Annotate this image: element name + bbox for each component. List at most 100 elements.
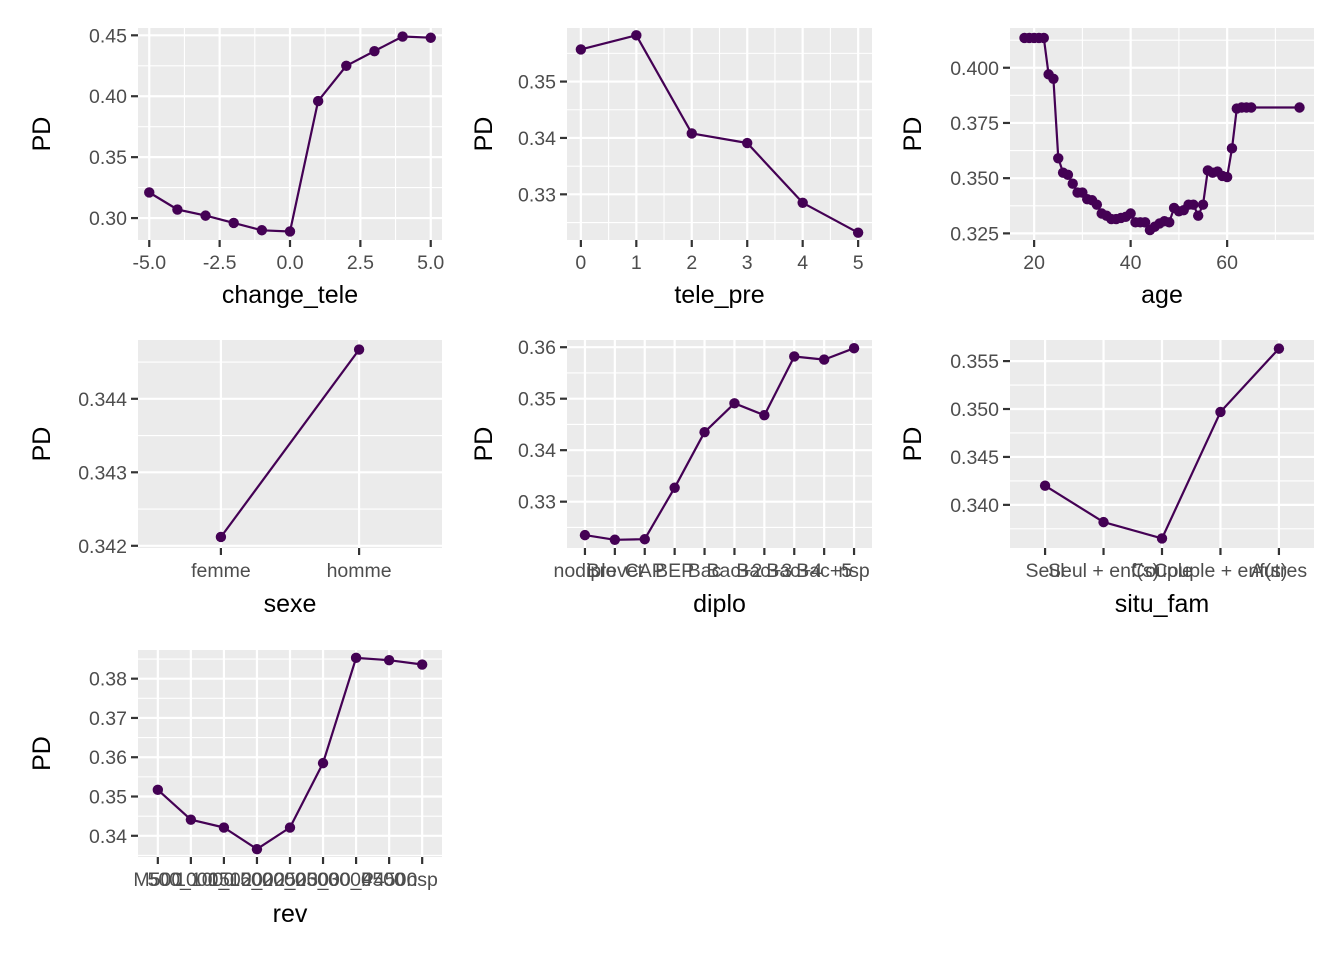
y-tick-label: 0.350	[950, 168, 999, 190]
x-tick-label: 60	[1216, 252, 1238, 274]
data-point	[1164, 217, 1175, 228]
chart-panel-diplo: nodiploBrevetCAPBEPBacBac+2Bac+3Bac+4Bac…	[470, 337, 872, 618]
x-tick-label: Bac+2	[707, 560, 763, 582]
y-tick-label: 0.35	[518, 72, 556, 94]
y-axis-title: PD	[470, 427, 498, 462]
data-point	[1246, 102, 1257, 113]
data-point	[1062, 169, 1074, 181]
data-point	[1188, 199, 1199, 210]
x-tick-label: P4500	[361, 869, 418, 891]
x-axis-title: change_tele	[222, 281, 358, 309]
chart-panel-age: 20 40 60 0.325 0.350 0.375 0.400 age PD	[899, 28, 1314, 309]
data-point	[579, 529, 591, 541]
data-point	[575, 44, 587, 55]
x-tick-label: 2.5	[347, 252, 374, 274]
data-point	[1156, 533, 1168, 544]
x-axis-title: sexe	[264, 590, 317, 618]
data-point	[818, 354, 830, 365]
data-point	[341, 60, 352, 71]
x-tick-label: Couple + enf(s)	[1154, 560, 1288, 582]
x-axis-title: tele_pre	[674, 281, 764, 309]
x-tick-label: Autres	[1251, 560, 1308, 582]
chart-panel-sexe: femme homme 0.342 0.343 0.344 sexe PD	[28, 340, 442, 618]
x-tick-label: nsp	[406, 869, 438, 891]
data-point	[686, 128, 697, 139]
x-tick-label: 20	[1023, 252, 1045, 274]
data-point	[1221, 171, 1233, 183]
chart-panel-tele_pre: 0 1 2 3 4 5 0.33 0.34 0.35 tele_pre PD	[470, 28, 872, 309]
x-tick-label: CAP	[625, 560, 665, 582]
series-line	[584, 347, 855, 541]
x-tick-label: BEP	[655, 560, 694, 582]
data-point	[152, 784, 164, 796]
y-axis-title: PD	[28, 117, 56, 152]
x-tick-label: -2.5	[203, 252, 237, 274]
data-point	[1098, 516, 1109, 528]
data-point	[789, 351, 800, 362]
x-tick-label: 2500_3000	[274, 869, 372, 891]
data-point	[1067, 178, 1078, 189]
data-point	[317, 757, 329, 769]
x-tick-label: 1	[631, 252, 642, 274]
y-tick-label: 0.35	[89, 147, 127, 169]
data-point	[251, 843, 263, 855]
data-point	[797, 197, 808, 208]
x-tick-label: Couple	[1131, 560, 1193, 582]
data-point	[284, 226, 296, 237]
data-point	[215, 531, 227, 543]
data-point	[228, 217, 239, 229]
y-tick-label: 0.45	[89, 25, 127, 47]
y-tick-label: 0.344	[78, 389, 127, 411]
data-point	[200, 210, 211, 221]
data-point	[1038, 32, 1049, 44]
x-axis-title: situ_fam	[1115, 590, 1209, 618]
data-point	[729, 398, 740, 409]
x-axis-title: diplo	[693, 590, 746, 618]
y-tick-label: 0.34	[518, 128, 556, 150]
x-tick-label: 3	[742, 252, 753, 274]
y-tick-label: 0.350	[950, 399, 999, 421]
x-tick-label: homme	[327, 560, 392, 582]
y-axis-title: PD	[470, 117, 498, 152]
y-tick-label: 0.345	[950, 447, 999, 469]
x-tick-label: 0	[575, 252, 586, 274]
x-tick-label: nsp	[838, 560, 870, 582]
chart-panel-rev: M500500_10001000_15001500_20002000_25002…	[28, 650, 442, 928]
panel-background	[567, 340, 872, 548]
x-tick-label: Brevet	[587, 560, 644, 582]
data-point	[1215, 406, 1226, 418]
data-point	[848, 343, 860, 354]
y-axis-title: PD	[899, 427, 927, 462]
y-tick-label: 0.36	[89, 747, 127, 769]
data-point	[256, 225, 268, 236]
data-point	[416, 659, 428, 670]
data-point	[383, 655, 395, 666]
chart-panel-change_tele: -5.0 -2.5 0.0 2.5 5.0 0.30 0.35 0.40 0.45 change_…	[28, 25, 444, 309]
data-point	[1048, 73, 1059, 84]
data-point	[669, 482, 680, 493]
y-tick-label: 0.355	[950, 351, 999, 373]
data-point	[425, 32, 436, 43]
x-tick-label: 5.0	[417, 252, 444, 274]
y-tick-label: 0.34	[89, 826, 127, 848]
data-point	[172, 204, 183, 215]
x-tick-label: Bac	[688, 560, 722, 582]
y-tick-label: 0.33	[518, 184, 556, 206]
data-point	[631, 30, 642, 41]
data-point	[609, 534, 621, 545]
data-point	[353, 344, 365, 355]
data-point	[284, 822, 296, 833]
y-tick-label: 0.30	[89, 208, 127, 230]
data-point	[1139, 217, 1151, 228]
data-point	[1197, 199, 1209, 210]
data-point	[1192, 210, 1204, 221]
data-point	[1294, 102, 1305, 113]
x-axis-title: rev	[273, 900, 308, 928]
x-tick-label: femme	[191, 560, 251, 582]
y-tick-label: 0.37	[89, 708, 127, 730]
y-tick-label: 0.343	[78, 462, 127, 484]
y-axis-title: PD	[899, 117, 927, 152]
data-point	[759, 409, 770, 421]
